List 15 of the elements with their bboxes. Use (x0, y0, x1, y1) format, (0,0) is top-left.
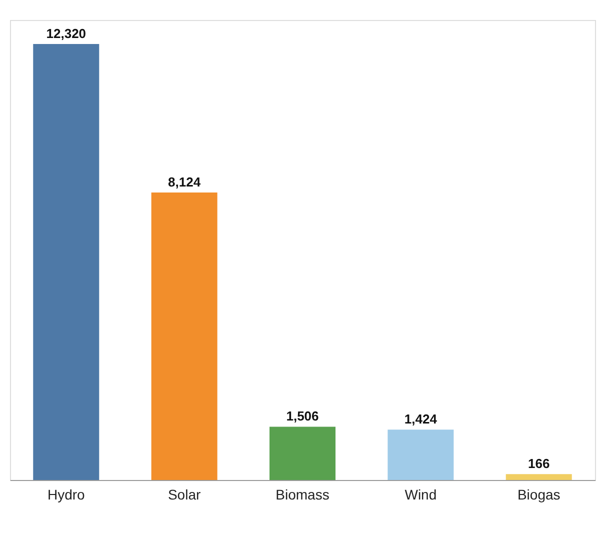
data-label: 166 (528, 456, 550, 472)
bar (270, 426, 336, 480)
data-label: 8,124 (168, 174, 202, 190)
x-tick-label: Biomass (276, 486, 330, 502)
x-tick-label: Solar (168, 486, 201, 502)
data-label: 1,424 (404, 412, 438, 427)
x-tick-label: Biogas (517, 486, 560, 502)
bar (388, 430, 454, 480)
bar (33, 44, 100, 480)
data-label: 1,506 (286, 408, 319, 424)
bar (506, 474, 572, 480)
x-tick-label: Hydro (47, 486, 86, 502)
x-tick-label: Wind (404, 486, 437, 502)
data-label: 12,320 (46, 26, 86, 42)
bar (151, 192, 218, 480)
